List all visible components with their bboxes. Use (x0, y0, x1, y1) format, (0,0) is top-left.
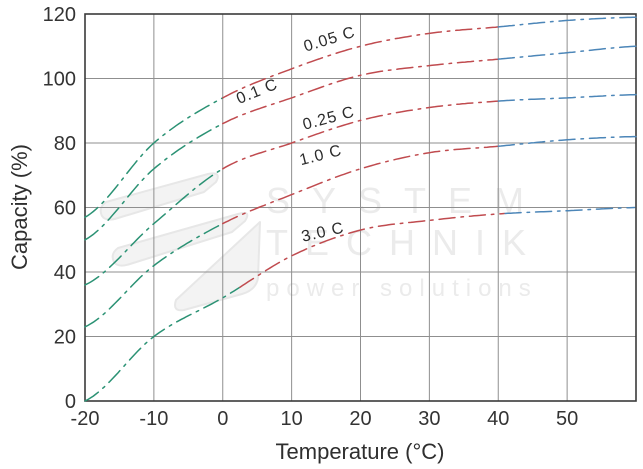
x-tick-label: 50 (556, 408, 578, 430)
x-tick-label: 0 (217, 408, 228, 430)
y-tick-label: 0 (65, 391, 76, 413)
y-tick-label: 60 (54, 198, 76, 220)
watermark-text-2: TECHNIK (266, 222, 544, 263)
series-curve-0.1C (222, 58, 499, 125)
x-tick-label: 30 (418, 408, 440, 430)
series-curve-0.25C (497, 93, 637, 102)
series-curve-1.0C (84, 222, 224, 328)
series-curve-3.0C (504, 206, 636, 215)
x-tick-label: 10 (281, 408, 303, 430)
series-curve-3.0C (84, 286, 241, 402)
curve-label-0.1C: 0.1 C (234, 76, 280, 108)
y-tick-label: 80 (54, 133, 76, 155)
watermark-text-1: SYSTEM (266, 180, 547, 221)
y-tick-label: 100 (43, 69, 76, 91)
curve-label-1.0C: 1.0 C (298, 142, 344, 169)
y-tick-label: 120 (43, 4, 76, 26)
x-tick-label: 40 (487, 408, 509, 430)
x-axis-title: Temperature (°C) (275, 439, 445, 464)
y-tick-label: 20 (54, 327, 76, 349)
curve-label-0.05C: 0.05 C (302, 24, 358, 56)
series-curve-0.05C (84, 97, 224, 218)
series-curve-3.0C (239, 212, 506, 288)
y-axis-title: Capacity (%) (7, 144, 32, 270)
watermark-text-3: power solutions (266, 275, 538, 302)
x-tick-label: -20 (71, 408, 100, 430)
series-curve-1.0C (497, 135, 637, 147)
series-curve-0.1C (497, 45, 637, 60)
series-curve-0.25C (222, 100, 499, 170)
series-curve-0.05C (497, 16, 637, 28)
x-tick-label: -10 (139, 408, 168, 430)
y-tick-label: 40 (54, 262, 76, 284)
x-tick-label: 20 (349, 408, 371, 430)
series-curve-0.25C (84, 168, 224, 286)
plot-border (84, 13, 637, 402)
series-curve-0.1C (84, 122, 224, 241)
